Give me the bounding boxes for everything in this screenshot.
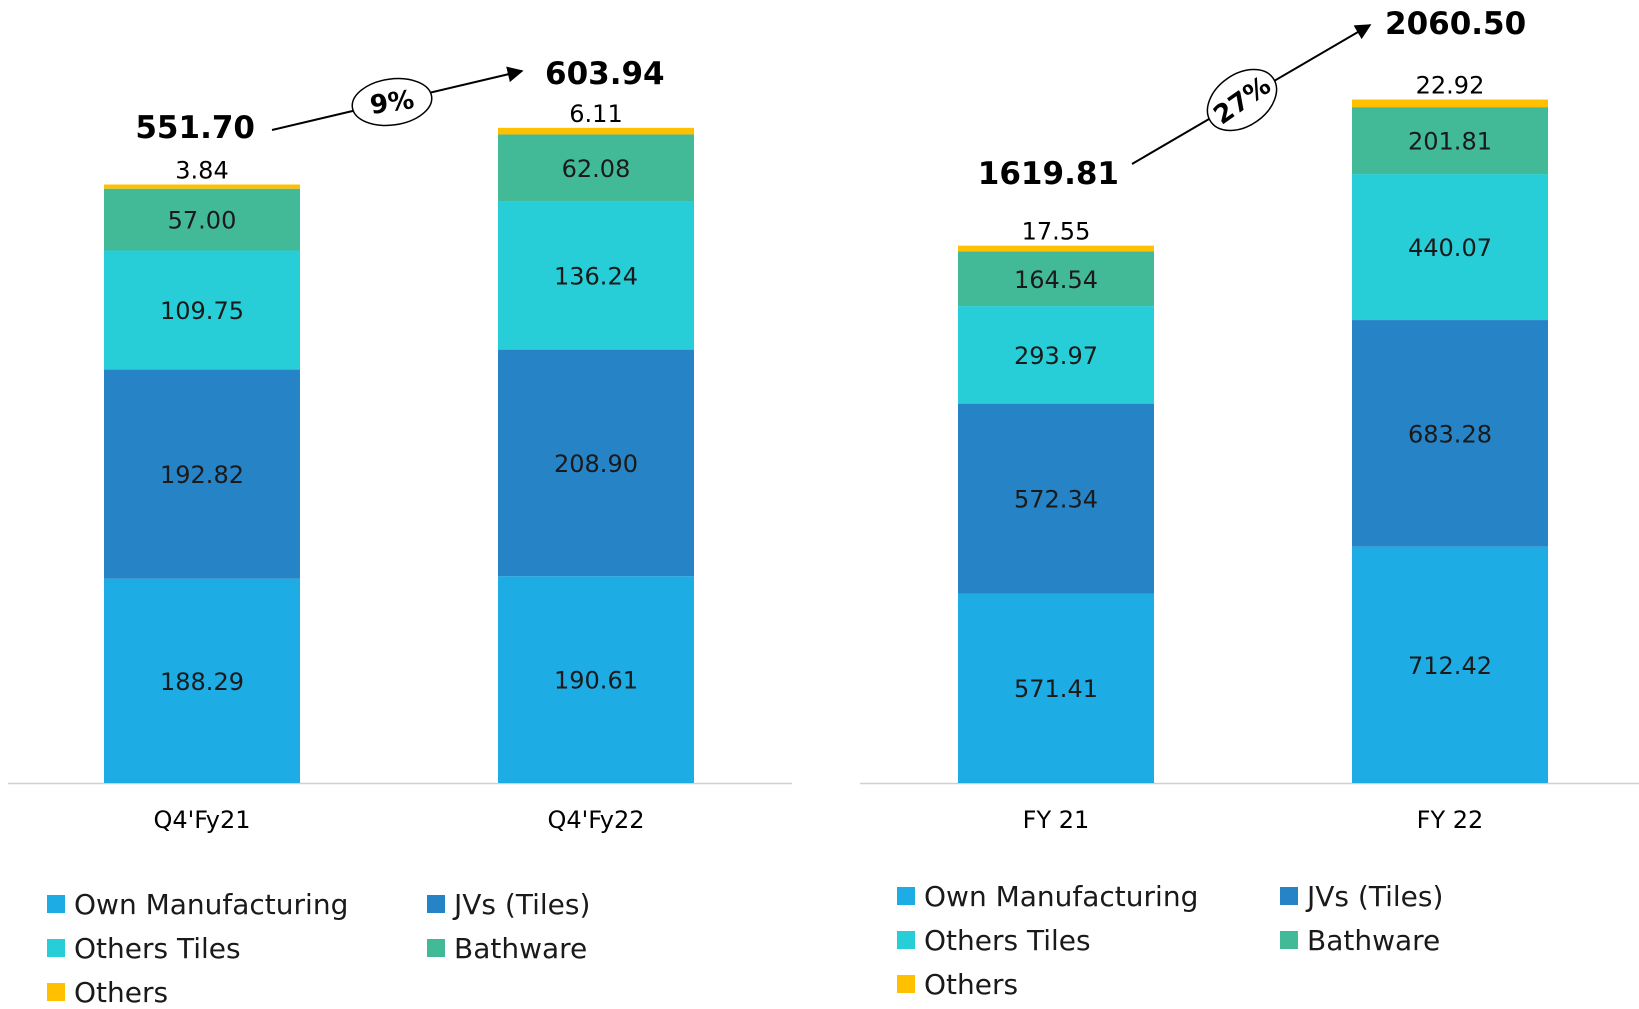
legend-swatch bbox=[897, 975, 915, 993]
growth-label: 9% bbox=[368, 85, 416, 121]
data-label-bathware: 62.08 bbox=[562, 155, 631, 183]
category-label: FY 21 bbox=[1023, 806, 1090, 834]
data-label-jvs-tiles: 208.90 bbox=[554, 450, 638, 478]
bar-segment-own-manufacturing bbox=[104, 578, 300, 783]
growth-badge: 27% bbox=[1206, 68, 1278, 132]
bar-segment-others bbox=[498, 127, 694, 135]
bar-segment-others bbox=[104, 184, 300, 189]
bar-segment-others bbox=[958, 245, 1154, 252]
data-label-own-manufacturing: 712.42 bbox=[1408, 652, 1492, 680]
legend-swatch bbox=[427, 939, 445, 957]
legend-swatch bbox=[47, 983, 65, 1001]
category-label: Q4'Fy21 bbox=[153, 806, 250, 834]
category-label: FY 22 bbox=[1417, 806, 1484, 834]
legend-label: Bathware bbox=[1307, 923, 1441, 957]
legend-item-others-tiles: Others Tiles bbox=[47, 931, 427, 965]
legend-item-others-tiles: Others Tiles bbox=[897, 923, 1280, 957]
chart-panel-quarterly: 188.29 192.82 109.75 57.00 3.84 Q4'Fy21 551.70… bbox=[0, 0, 792, 1009]
data-label-bathware: 57.00 bbox=[168, 207, 237, 235]
quarterly-chart: 188.29 192.82 109.75 57.00 3.84 Q4'Fy21 551.70… bbox=[8, 56, 792, 834]
bar-segment-jvs-tiles bbox=[104, 369, 300, 579]
growth-badge: 9% bbox=[351, 77, 433, 127]
total-label: 1619.81 bbox=[978, 156, 1119, 192]
legend-item-others: Others bbox=[47, 975, 427, 1009]
legend-label: Others bbox=[74, 975, 169, 1009]
data-label-others-tiles: 293.97 bbox=[1014, 342, 1098, 370]
legend-label: Others Tiles bbox=[74, 931, 241, 965]
data-label-bathware: 201.81 bbox=[1408, 128, 1492, 156]
legend-label: Others Tiles bbox=[924, 923, 1091, 957]
bar-segment-others-tiles bbox=[498, 201, 694, 350]
data-label-jvs-tiles: 572.34 bbox=[1014, 486, 1098, 514]
chart-panel-annual: 571.41 572.34 293.97 164.54 17.55 FY 21 1619.8… bbox=[830, 0, 1639, 1007]
data-label-jvs-tiles: 683.28 bbox=[1408, 420, 1492, 448]
bar-segment-others bbox=[1352, 99, 1548, 108]
bar-segment-others-tiles bbox=[104, 250, 300, 370]
legend-item-bathware: Bathware bbox=[427, 931, 647, 965]
data-label-bathware: 164.54 bbox=[1014, 266, 1098, 294]
bar-segment-own-manufacturing bbox=[498, 576, 694, 783]
bar-segment-jvs-tiles bbox=[498, 349, 694, 577]
legend-item-own-manufacturing: Own Manufacturing bbox=[897, 879, 1280, 913]
bar-segment-jvs-tiles bbox=[958, 403, 1154, 594]
data-label-own-manufacturing: 188.29 bbox=[160, 668, 244, 696]
legend-swatch bbox=[897, 931, 915, 949]
total-label: 603.94 bbox=[545, 56, 665, 92]
legend-label: Own Manufacturing bbox=[924, 879, 1199, 913]
bar-segment-others-tiles bbox=[958, 306, 1154, 404]
legend-item-bathware: Bathware bbox=[1280, 923, 1500, 957]
bar-segment-bathware bbox=[1352, 107, 1548, 175]
data-label-own-manufacturing: 571.41 bbox=[1014, 675, 1098, 703]
legend-quarterly: Own Manufacturing JVs (Tiles) Others Tiles… bbox=[47, 887, 647, 1009]
legend-label: Own Manufacturing bbox=[74, 887, 349, 921]
total-label: 551.70 bbox=[135, 110, 255, 146]
legend-item-jvs-tiles: JVs (Tiles) bbox=[1280, 879, 1500, 913]
legend-item-others: Others bbox=[897, 967, 1280, 1001]
legend-label: Others bbox=[924, 967, 1019, 1001]
bar-segment-jvs-tiles bbox=[1352, 320, 1548, 547]
legend-swatch bbox=[47, 939, 65, 957]
bar-segment-own-manufacturing bbox=[958, 593, 1154, 783]
annual-chart: 571.41 572.34 293.97 164.54 17.55 FY 21 1619.8… bbox=[860, 6, 1639, 834]
data-label-jvs-tiles: 192.82 bbox=[160, 461, 244, 489]
data-label-others-tiles: 440.07 bbox=[1408, 234, 1492, 262]
data-label-others: 17.55 bbox=[1022, 218, 1091, 246]
data-label-others: 3.84 bbox=[175, 157, 228, 185]
legend-label: JVs (Tiles) bbox=[454, 887, 591, 921]
total-label: 2060.50 bbox=[1385, 6, 1526, 42]
legend-swatch bbox=[427, 895, 445, 913]
category-label: Q4'Fy22 bbox=[547, 806, 644, 834]
legend-swatch bbox=[47, 895, 65, 913]
legend-swatch bbox=[897, 887, 915, 905]
bar-segment-bathware bbox=[498, 134, 694, 202]
bar-segment-bathware bbox=[958, 251, 1154, 307]
legend-label: JVs (Tiles) bbox=[1307, 879, 1444, 913]
legend-item-own-manufacturing: Own Manufacturing bbox=[47, 887, 427, 921]
legend-swatch bbox=[1280, 887, 1298, 905]
data-label-others: 6.11 bbox=[569, 100, 622, 128]
bar-segment-others-tiles bbox=[1352, 174, 1548, 321]
data-label-others-tiles: 109.75 bbox=[160, 297, 244, 325]
bar-segment-own-manufacturing bbox=[1352, 546, 1548, 783]
data-label-others-tiles: 136.24 bbox=[554, 263, 638, 291]
data-label-own-manufacturing: 190.61 bbox=[554, 667, 638, 695]
legend-annual: Own Manufacturing JVs (Tiles) Others Tiles… bbox=[897, 879, 1500, 1001]
legend-item-jvs-tiles: JVs (Tiles) bbox=[427, 887, 647, 921]
legend-swatch bbox=[1280, 931, 1298, 949]
legend-label: Bathware bbox=[454, 931, 588, 965]
data-label-others: 22.92 bbox=[1416, 72, 1485, 100]
bar-segment-bathware bbox=[104, 188, 300, 251]
